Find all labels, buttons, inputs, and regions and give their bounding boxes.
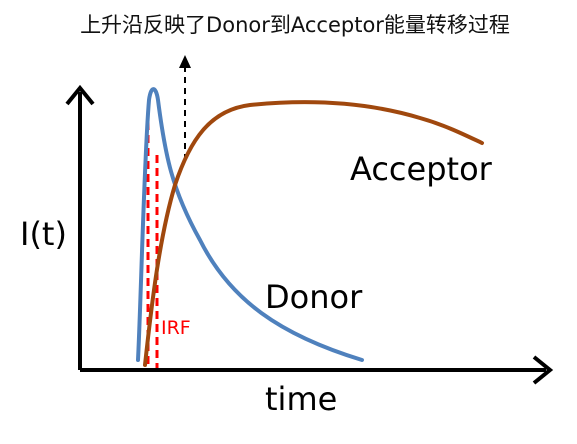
- acceptor-label: Acceptor: [350, 150, 493, 188]
- x-axis-label: time: [265, 380, 337, 418]
- acceptor-curve: [143, 100, 484, 367]
- y-axis-arrowhead: [65, 84, 95, 106]
- diagram-title: 上升沿反映了Donor到Acceptor能量转移过程: [80, 13, 510, 37]
- donor-label: Donor: [265, 278, 363, 316]
- x-axis-arrowhead: [532, 355, 554, 385]
- dashed-arrow-head: [179, 55, 191, 68]
- donor-curve: [136, 87, 364, 362]
- irf-label: IRF: [161, 317, 191, 339]
- y-axis-label: I(t): [20, 215, 67, 253]
